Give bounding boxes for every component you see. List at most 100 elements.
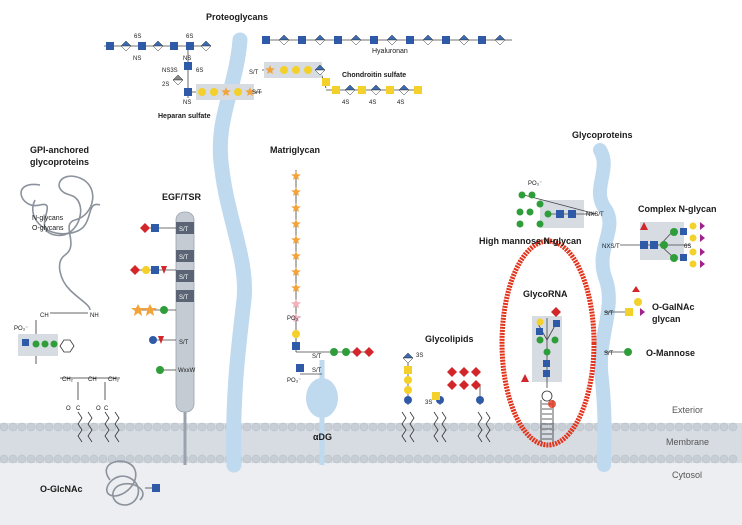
- lipid-head: [359, 422, 369, 432]
- lipid-head: [170, 454, 180, 464]
- lipid-head: [530, 422, 540, 432]
- lipid-head: [467, 422, 477, 432]
- adg-label: αDG: [313, 432, 332, 442]
- glcnac-square: [404, 366, 412, 374]
- o-mannose-label: O-Mannose: [646, 348, 695, 358]
- chondroitin-sulfate-chain: [262, 62, 422, 96]
- sugar-circle: [198, 88, 206, 96]
- o-galnac-label-2: glycan: [652, 314, 681, 324]
- sugar-circle: [404, 396, 412, 404]
- diamond-bottom: [314, 69, 326, 76]
- lipid-head: [278, 454, 288, 464]
- diamond-top: [278, 34, 290, 41]
- pink-star: [291, 313, 301, 322]
- lipid-head: [386, 454, 396, 464]
- fucose-diamond: [459, 380, 469, 390]
- lipid-head: [566, 454, 576, 464]
- lipid-head: [323, 454, 333, 464]
- og-st: S/T: [604, 311, 614, 317]
- lipid-head: [53, 422, 63, 432]
- diamond-bottom: [350, 39, 362, 46]
- gpi-man-3: [50, 340, 58, 348]
- xylose-star: [265, 65, 275, 74]
- lipid-head: [683, 422, 693, 432]
- hm-po3: PO₃⁻: [528, 181, 542, 187]
- lipid-head: [350, 422, 360, 432]
- diamond-bottom: [402, 357, 414, 364]
- lipid-head: [350, 454, 360, 464]
- glcnac-square: [262, 36, 270, 44]
- glcnac-square: [322, 78, 330, 86]
- diamond-top: [370, 84, 382, 91]
- lipid-head: [80, 422, 90, 432]
- lipid-head: [665, 454, 675, 464]
- lipid-head: [413, 422, 423, 432]
- proteoglycan-core-protein: [212, 32, 253, 473]
- glcnac-square: [296, 364, 304, 372]
- glcnac-square: [184, 62, 192, 70]
- o-glycans-label: O-glycans: [32, 225, 64, 232]
- lipid-head: [161, 422, 171, 432]
- glycolipids-label: Glycolipids: [425, 334, 474, 344]
- n-glycans-label: N-glycans: [32, 215, 64, 222]
- cx-nxst: NXS/T: [602, 244, 620, 250]
- lipid-head: [134, 422, 144, 432]
- o-glcnac-protein: [105, 460, 144, 506]
- exterior-label: Exterior: [672, 405, 703, 415]
- chond-4s-3: 4S: [397, 100, 404, 106]
- glcnac-square: [138, 42, 146, 50]
- lipid-head: [197, 422, 207, 432]
- lipid-head: [656, 454, 666, 464]
- lipid-head: [35, 422, 45, 432]
- glcnac-square: [432, 392, 440, 400]
- hyaluronan-label: Hyaluronan: [372, 48, 408, 55]
- lipid-head: [728, 422, 738, 432]
- lipid-head: [26, 422, 36, 432]
- lipid-head: [242, 422, 252, 432]
- lipid-head: [647, 422, 657, 432]
- lipid-head: [215, 454, 225, 464]
- glycolipid-chains: [402, 352, 484, 405]
- lipid-head: [728, 454, 738, 464]
- lipid-head: [341, 454, 351, 464]
- chond-4s-1: 4S: [342, 100, 349, 106]
- lipid-head: [485, 454, 495, 464]
- hm-nxst: NXS/T: [586, 212, 604, 218]
- lipid-head: [332, 454, 342, 464]
- egf-st-2: S/T: [179, 255, 189, 261]
- lipid-head: [458, 454, 468, 464]
- glcnac-square: [406, 36, 414, 44]
- lipid-head: [215, 422, 225, 432]
- diamond-top: [494, 34, 506, 41]
- lipid-head: [395, 422, 405, 432]
- chondroitin-sulfate-label: Chondroitin sulfate: [342, 72, 406, 79]
- lipid-head: [548, 454, 558, 464]
- lipid-head: [143, 422, 153, 432]
- lipid-head: [701, 422, 711, 432]
- lipid-head: [467, 454, 477, 464]
- lipid-head: [287, 422, 297, 432]
- heparan-2s: 2S: [162, 82, 169, 88]
- heparan-ns-b: NS: [183, 56, 191, 62]
- lipid-head: [89, 422, 99, 432]
- egf-tsr-label: EGF/TSR: [162, 192, 202, 202]
- xylose-star: [291, 219, 301, 228]
- heparan-6s-a: 6S: [134, 34, 141, 40]
- gpi-ch-2: CH: [88, 377, 97, 383]
- lipid-head: [188, 422, 198, 432]
- lipid-head: [719, 454, 729, 464]
- lipid-head: [647, 454, 657, 464]
- o-glcnac-label: O-GlcNAc: [40, 484, 83, 494]
- lipid-head: [476, 454, 486, 464]
- lipid-head: [503, 422, 513, 432]
- lipid-head: [197, 454, 207, 464]
- sugar-circle: [210, 88, 218, 96]
- diamond-top: [458, 34, 470, 41]
- gpi-nh: NH: [90, 313, 99, 319]
- heparan-ns3s: NS3S: [162, 68, 178, 74]
- lipid-head: [674, 454, 684, 464]
- fucose-diamond: [447, 380, 457, 390]
- glycoproteins-label: Glycoproteins: [572, 130, 633, 140]
- lipid-head: [0, 454, 9, 464]
